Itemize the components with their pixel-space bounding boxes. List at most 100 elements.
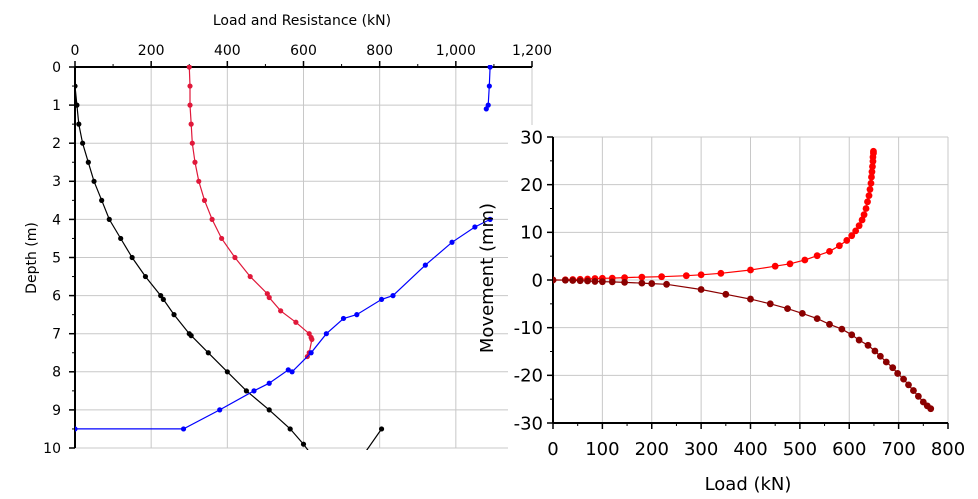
chart1-data-point xyxy=(308,350,314,356)
chart2-data-point xyxy=(914,392,922,400)
chart1-data-point xyxy=(378,296,385,303)
chart2-data-point xyxy=(553,276,557,284)
chart1-y-tick-label: 9 xyxy=(52,403,61,419)
chart2-data-point xyxy=(868,168,876,176)
chart2-y-axis-title: Movement (mm) xyxy=(477,203,498,353)
chart2-y-tick-label: 30 xyxy=(520,127,543,148)
chart2-data-point xyxy=(868,173,875,181)
chart1-data-point xyxy=(192,159,198,165)
chart1-data-point xyxy=(76,121,82,127)
chart2-data-point xyxy=(608,278,616,286)
chart1-y-axis-title: Depth (m) xyxy=(24,222,40,294)
chart2-x-axis-title: Load (kN) xyxy=(705,474,792,495)
chart2-data-point xyxy=(576,277,584,285)
chart1-data-point xyxy=(266,380,272,386)
chart1-y-tick-label: 3 xyxy=(52,174,61,190)
chart2-data-point xyxy=(658,273,666,281)
chart1-series-0 xyxy=(75,83,385,450)
chart2-series xyxy=(553,147,935,413)
chart1-x-axis-title: Load and Resistance (kN) xyxy=(213,13,391,29)
chart2-data-point xyxy=(786,260,794,268)
load-movement-chart: Load (kN) Movement (mm) 0 100 200 300 400 500… xyxy=(477,125,978,499)
chart2-data-point xyxy=(858,216,866,224)
chart2-data-point xyxy=(813,252,821,260)
chart2-data-point xyxy=(826,320,833,328)
chart1-x-tick-label: 1,200 xyxy=(512,43,552,59)
chart1-y-tick-label: 7 xyxy=(52,327,61,343)
chart1-data-point xyxy=(91,178,97,184)
chart2-series-1 xyxy=(553,276,935,413)
chart2-data-point xyxy=(722,290,730,298)
chart1-data-point xyxy=(247,273,253,280)
chart2-data-point xyxy=(900,375,907,383)
chart1-data-point xyxy=(354,312,360,318)
chart1-data-point xyxy=(85,159,91,165)
chart1-x-tick-label: 400 xyxy=(214,43,241,59)
chart1-data-point xyxy=(118,235,124,242)
chart2-x-tick-label: 100 xyxy=(585,439,619,460)
chart2-x-tick-label: 300 xyxy=(684,439,718,460)
chart2-y-tick-label: -30 xyxy=(514,413,543,434)
chart2-data-point xyxy=(621,278,628,286)
chart1-data-point xyxy=(266,407,272,413)
chart2-data-point xyxy=(927,405,935,413)
chart2-data-point xyxy=(864,341,872,349)
chart2-x-tick-label: 200 xyxy=(635,439,669,460)
chart2-data-point xyxy=(682,272,690,280)
chart2-data-point xyxy=(569,277,577,284)
chart1-series-3 xyxy=(75,216,493,432)
chart2-data-point xyxy=(663,280,670,288)
chart1-data-point xyxy=(129,254,135,261)
chart1-data-point xyxy=(75,83,78,89)
chart1-data-point xyxy=(75,426,78,432)
chart2-y-tick-label: 10 xyxy=(520,223,543,244)
chart2-y-tick-label: -10 xyxy=(514,318,543,339)
chart1-data-point xyxy=(422,262,428,268)
chart1-data-point xyxy=(187,83,193,89)
chart1-data-point xyxy=(486,83,492,89)
chart1-data-point xyxy=(171,312,177,318)
chart1-data-point xyxy=(219,235,225,242)
chart1-series-line xyxy=(75,85,383,450)
chart2-panel-background xyxy=(508,125,978,499)
chart1-data-point xyxy=(278,308,284,314)
chart2-x-tick-label: 500 xyxy=(783,439,817,460)
chart2-data-point xyxy=(813,315,821,323)
chart1-data-point xyxy=(188,121,194,127)
chart1-data-point xyxy=(80,140,86,146)
chart1-y-tick-label: 10 xyxy=(43,441,61,457)
chart1-y-tick-label: 5 xyxy=(52,250,61,266)
chart1-x-tick-label: 0 xyxy=(71,43,80,59)
chart2-data-point xyxy=(852,227,860,235)
chart1-y-tick-label: 0 xyxy=(52,60,61,76)
chart2-data-point xyxy=(801,256,809,264)
chart1-data-point xyxy=(243,388,249,394)
chart1-data-point xyxy=(449,239,455,245)
chart1-data-point xyxy=(196,178,202,184)
chart2-data-point xyxy=(717,269,725,277)
chart2-data-point xyxy=(871,347,879,355)
chart2-data-point xyxy=(747,295,754,303)
chart2-x-tick-label: 800 xyxy=(931,439,965,460)
chart1-data-point xyxy=(309,336,315,343)
chart2-data-point xyxy=(591,278,599,285)
chart2-data-point xyxy=(889,364,897,372)
chart1-data-point xyxy=(287,426,293,432)
chart2-data-point xyxy=(747,266,754,274)
chart1-series-2 xyxy=(483,65,493,112)
chart1-data-point xyxy=(378,426,385,432)
chart1-data-point xyxy=(340,315,347,322)
chart2-x-tick-label: 600 xyxy=(832,439,866,460)
chart1-data-point xyxy=(75,102,80,108)
chart1-data-point xyxy=(106,216,112,222)
chart1-series-line xyxy=(75,218,491,430)
chart1-data-point xyxy=(209,216,215,222)
chart2-data-point xyxy=(561,276,569,284)
chart2-data-point xyxy=(865,192,873,200)
chart1-data-point xyxy=(390,293,396,299)
chart2-data-point xyxy=(866,186,874,193)
chart2-data-point xyxy=(798,309,806,317)
chart1-grid xyxy=(74,66,533,449)
chart1-data-point xyxy=(142,273,149,280)
chart1-x-tick-label: 600 xyxy=(290,43,317,59)
